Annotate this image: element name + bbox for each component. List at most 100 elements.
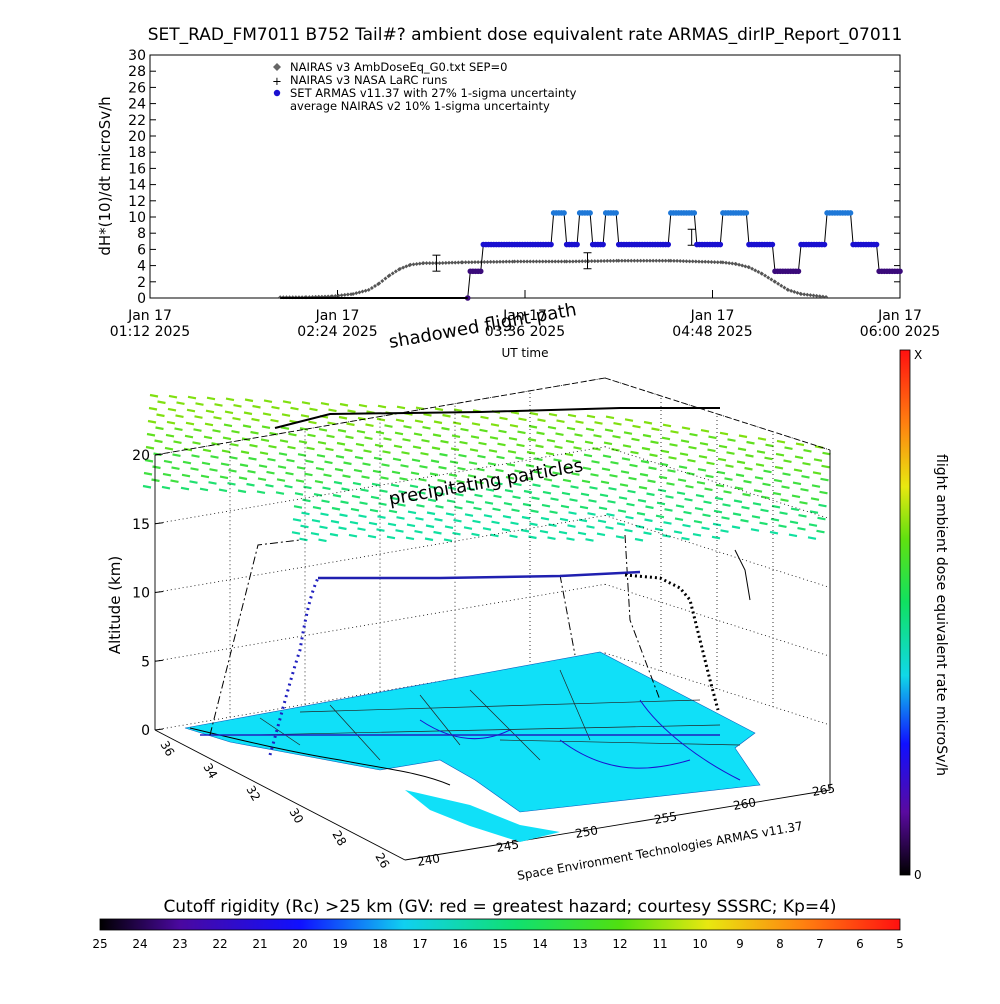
- particle-mark: [327, 421, 336, 426]
- particle-mark: [358, 403, 368, 408]
- particle-mark: [539, 529, 549, 534]
- lat-tick-label: 28: [329, 828, 349, 848]
- particle-mark: [797, 527, 806, 531]
- particle-mark: [818, 503, 827, 508]
- particle-mark: [262, 412, 272, 416]
- legend-symbol: [273, 63, 281, 71]
- particle-mark: [629, 463, 638, 468]
- nairas-point: [466, 260, 471, 265]
- particle-mark: [303, 485, 312, 490]
- particle-mark: [732, 512, 742, 517]
- particle-mark: [581, 479, 591, 484]
- particle-mark: [783, 459, 792, 463]
- top-y-tick-label: 8: [137, 226, 146, 242]
- particle-mark: [416, 504, 425, 508]
- armas-point: [561, 210, 567, 216]
- particle-mark: [509, 424, 519, 428]
- particle-mark: [606, 513, 615, 517]
- particle-mark: [790, 507, 800, 512]
- nairas-point: [473, 260, 477, 265]
- particle-mark: [604, 428, 614, 433]
- particle-mark: [248, 456, 257, 461]
- particle-mark: [461, 414, 470, 419]
- particle-mark: [304, 472, 313, 477]
- particle-mark: [742, 492, 751, 497]
- particle-mark: [782, 472, 791, 476]
- particle-mark: [415, 517, 424, 521]
- flight-path-3d: [268, 407, 720, 756]
- particle-mark: [577, 531, 587, 536]
- particle-mark: [676, 491, 686, 495]
- z-tick-label: 15: [132, 517, 150, 533]
- particle-mark: [526, 450, 536, 455]
- particle-mark: [199, 487, 209, 492]
- particle-mark: [201, 461, 211, 466]
- particle-mark: [390, 483, 400, 488]
- particle-mark: [584, 440, 594, 445]
- particle-mark: [704, 487, 713, 492]
- particle-mark: [680, 439, 690, 443]
- nairas-point: [469, 260, 474, 265]
- armas-point: [873, 241, 880, 248]
- particle-mark: [663, 521, 672, 525]
- particle-mark: [190, 467, 199, 471]
- legend-entry: NAIRAS v3 AmbDoseEq_G0.txt SEP=0: [290, 60, 507, 74]
- particle-mark: [822, 451, 831, 456]
- nairas-point: [709, 260, 714, 265]
- particle-mark: [396, 516, 405, 520]
- nairas-point: [805, 292, 810, 297]
- particle-mark: [791, 494, 801, 499]
- armas-point: [795, 268, 802, 275]
- particle-mark: [741, 505, 750, 510]
- particle-mark: [151, 478, 160, 483]
- flight-climb: [268, 577, 320, 756]
- nairas-point: [684, 259, 689, 264]
- particle-mark: [643, 420, 653, 425]
- box-edge-front-left: [154, 729, 406, 861]
- particle-mark: [437, 478, 446, 483]
- bottom-colorbar-tick-label: 8: [776, 937, 784, 951]
- particle-mark: [775, 452, 785, 457]
- nairas-point: [687, 259, 692, 264]
- particle-mark: [417, 491, 426, 495]
- particle-mark: [172, 453, 181, 457]
- particle-mark: [432, 433, 442, 438]
- particle-mark: [599, 493, 609, 498]
- particle-mark: [675, 504, 685, 508]
- particle-mark: [674, 517, 684, 521]
- grid-line-right-wall: [604, 446, 831, 520]
- particle-mark: [352, 481, 362, 486]
- particle-mark: [677, 478, 687, 482]
- particle-mark: [809, 510, 819, 514]
- particle-mark: [395, 418, 405, 423]
- particle-mark: [202, 448, 212, 453]
- particle-mark: [335, 454, 345, 459]
- particle-mark: [714, 496, 724, 501]
- particle-mark: [625, 515, 634, 520]
- particle-mark: [774, 465, 784, 470]
- z-tick-label: 10: [132, 586, 150, 602]
- particle-mark: [465, 500, 475, 504]
- grid-line-right-wall: [604, 515, 831, 588]
- nairas-point: [696, 259, 701, 264]
- particle-mark: [330, 519, 340, 524]
- nairas-point: [504, 259, 509, 264]
- particle-mark: [566, 537, 575, 541]
- nairas-point: [559, 259, 564, 264]
- particle-mark: [794, 455, 804, 460]
- particle-mark: [529, 522, 538, 527]
- nairas-point: [644, 258, 649, 263]
- particle-mark: [265, 483, 274, 488]
- particle-mark: [486, 475, 496, 479]
- particle-mark: [324, 460, 333, 465]
- nairas-point: [521, 259, 526, 264]
- nairas-point: [463, 260, 468, 265]
- particle-mark: [715, 483, 725, 488]
- nairas-point: [427, 261, 432, 266]
- particle-mark: [319, 525, 328, 530]
- z-tick-mark: [154, 522, 164, 525]
- projection-far-right: [734, 549, 751, 601]
- particle-mark: [323, 473, 332, 478]
- particle-mark: [717, 457, 727, 462]
